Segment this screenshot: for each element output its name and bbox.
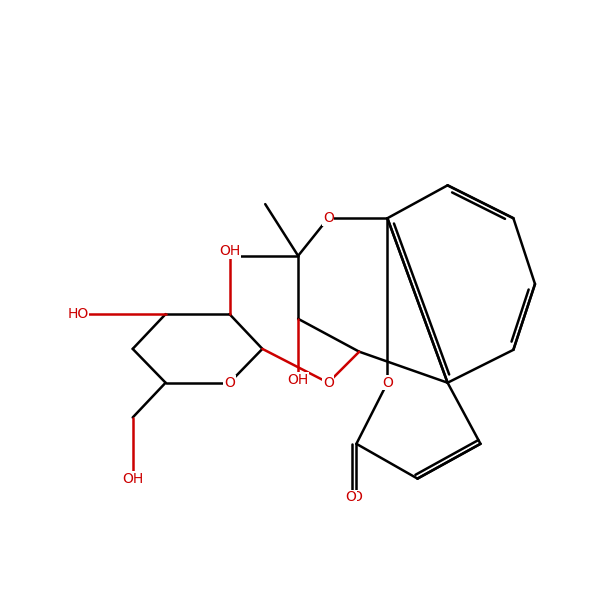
Text: O: O (345, 490, 356, 505)
Text: OH: OH (287, 373, 309, 387)
Text: OH: OH (219, 244, 240, 258)
Text: O: O (224, 376, 235, 390)
Text: O: O (323, 211, 334, 225)
Text: O: O (382, 376, 393, 390)
Text: O: O (351, 490, 362, 505)
Text: HO: HO (67, 307, 89, 321)
Text: O: O (323, 376, 334, 390)
Text: OH: OH (122, 472, 143, 485)
